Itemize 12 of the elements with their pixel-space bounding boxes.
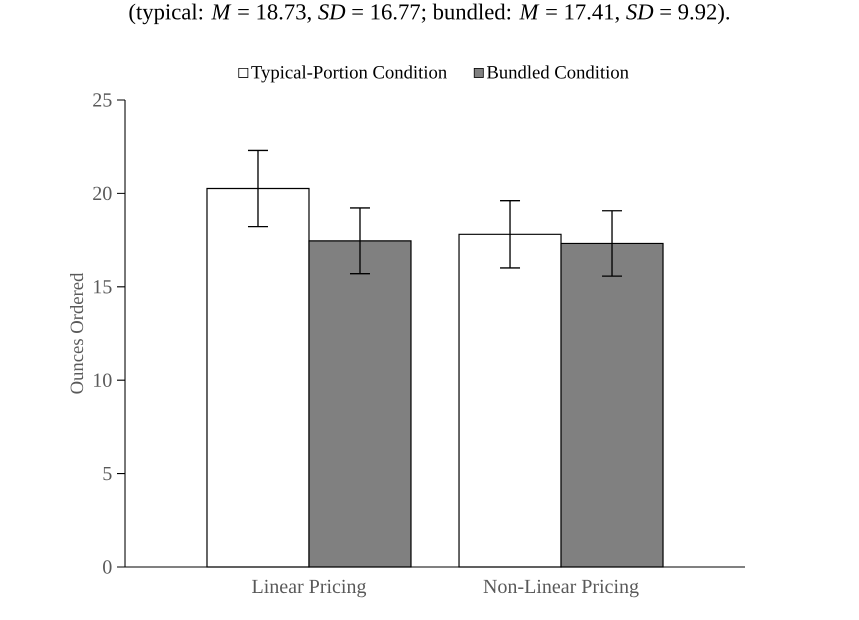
y-tick-label: 15 <box>94 280 112 294</box>
x-tick-label: Non-Linear Pricing <box>484 580 639 598</box>
text: (typical: M = 18.73, SD = 16.77; bundled: M = 17.41, SD = 9.92). <box>129 4 730 24</box>
y-tick-label: 0 <box>103 560 112 574</box>
legend-label: Bundled Condition <box>486 65 629 79</box>
y-tick-label: 10 <box>94 373 112 387</box>
y-tick-label: 5 <box>103 466 112 480</box>
y-axis-title: Ounces Ordered <box>70 272 84 394</box>
legend-label: Typical-Portion Condition <box>251 65 447 82</box>
y-tick-label: 25 <box>93 93 112 107</box>
y-tick-label: 20 <box>93 186 112 200</box>
x-tick-label: Linear Pricing <box>252 580 366 598</box>
